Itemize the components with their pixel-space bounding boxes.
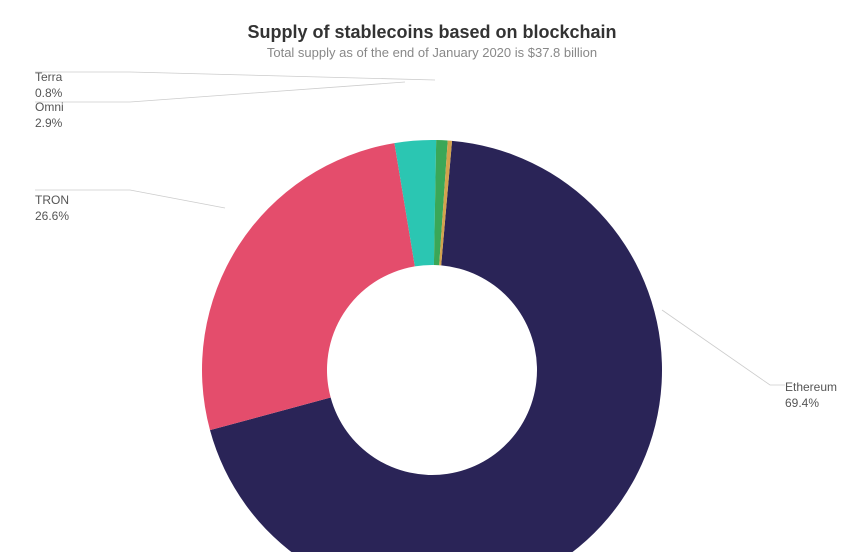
label-percent: 26.6%: [35, 209, 69, 225]
label-percent: 0.8%: [35, 86, 62, 102]
label-tron: TRON26.6%: [35, 193, 69, 224]
segment-tron: [202, 143, 415, 430]
chart-container: Supply of stablecoins based on blockchai…: [0, 0, 864, 552]
donut-chart: [0, 60, 864, 552]
chart-title: Supply of stablecoins based on blockchai…: [0, 0, 864, 43]
label-terra: Terra0.8%: [35, 70, 62, 101]
donut-svg: [0, 60, 864, 552]
label-name: Terra: [35, 70, 62, 86]
label-omni: Omni2.9%: [35, 100, 64, 131]
label-name: Omni: [35, 100, 64, 116]
label-percent: 69.4%: [785, 396, 837, 412]
label-name: TRON: [35, 193, 69, 209]
chart-subtitle: Total supply as of the end of January 20…: [0, 45, 864, 60]
label-ethereum: Ethereum69.4%: [785, 380, 837, 411]
label-percent: 2.9%: [35, 116, 64, 132]
label-name: Ethereum: [785, 380, 837, 396]
